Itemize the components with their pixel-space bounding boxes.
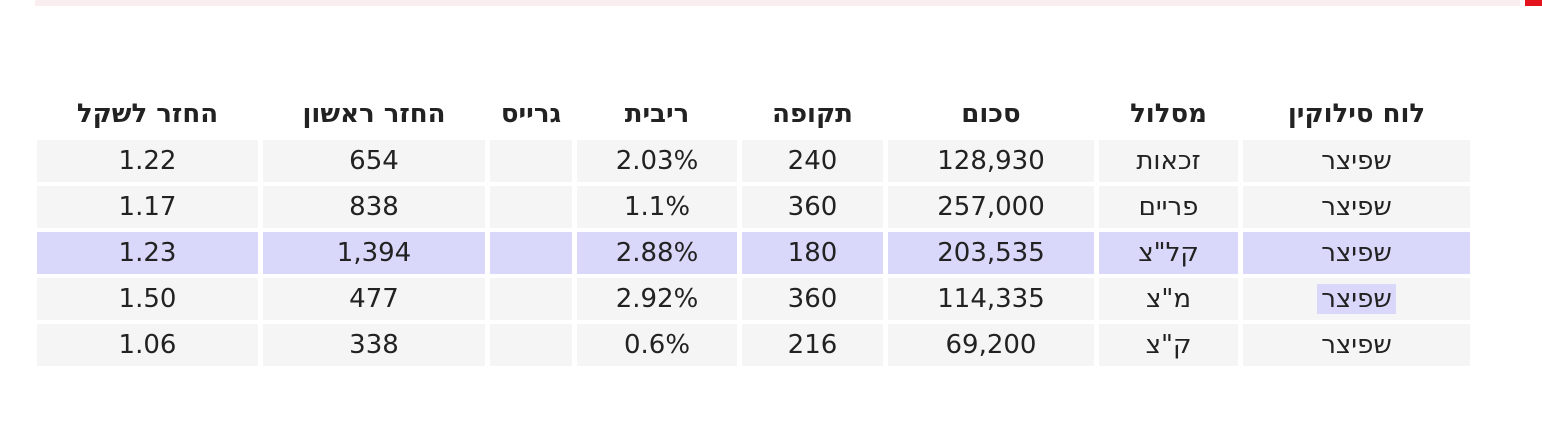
table-cell: 240	[742, 140, 883, 182]
table-row: שפיצר זכאות 128,930 240 2.03% 654 1.22	[37, 140, 1470, 182]
table-row: שפיצר קל"צ 203,535 180 2.88% 1,394 1.23	[37, 232, 1470, 274]
column-header: מסלול	[1130, 99, 1207, 129]
table-cell: שפיצר	[1243, 232, 1470, 274]
table-cell: 1.1%	[577, 186, 737, 228]
table-cell: 838	[263, 186, 485, 228]
table-cell: שפיצר	[1243, 186, 1470, 228]
close-marker	[1525, 0, 1542, 6]
table-cell: 128,930	[888, 140, 1094, 182]
table-cell: 1.22	[37, 140, 258, 182]
table-cell	[490, 324, 572, 366]
selected-text: שפיצר	[1317, 284, 1396, 314]
table-cell	[490, 140, 572, 182]
table-cell: קל"צ	[1099, 232, 1238, 274]
table-cell: 1.17	[37, 186, 258, 228]
table-cell: 203,535	[888, 232, 1094, 274]
column-header: החזר לשקל	[76, 99, 219, 129]
table-cell: 257,000	[888, 186, 1094, 228]
table-cell: 360	[742, 278, 883, 320]
table-cell: 1.50	[37, 278, 258, 320]
table-cell: 1,394	[263, 232, 485, 274]
table-row: שפיצר ק"צ 69,200 216 0.6% 338 1.06	[37, 324, 1470, 366]
table-cell: שפיצר	[1243, 140, 1470, 182]
table-cell	[490, 232, 572, 274]
table-cell: 180	[742, 232, 883, 274]
table-cell: שפיצר	[1243, 278, 1470, 320]
table-cell: 1.06	[37, 324, 258, 366]
table-cell: 338	[263, 324, 485, 366]
table-cell: 360	[742, 186, 883, 228]
amortization-table: לוח סילוקין מסלול סכום תקופה ריבית גרייס החזר …	[32, 88, 1475, 370]
column-header: ריבית	[624, 99, 690, 129]
table-cell: 2.88%	[577, 232, 737, 274]
table-cell: 654	[263, 140, 485, 182]
column-header: גרייס	[500, 99, 562, 129]
table-cell: 2.03%	[577, 140, 737, 182]
column-header: סכום	[961, 99, 1021, 129]
table-cell: זכאות	[1099, 140, 1238, 182]
table-cell: 216	[742, 324, 883, 366]
table-cell: שפיצר	[1243, 324, 1470, 366]
table-cell: 0.6%	[577, 324, 737, 366]
table-cell: 477	[263, 278, 485, 320]
table-cell: 2.92%	[577, 278, 737, 320]
table-cell: ק"צ	[1099, 324, 1238, 366]
table-cell: 114,335	[888, 278, 1094, 320]
table-cell: פריים	[1099, 186, 1238, 228]
table-cell: 1.23	[37, 232, 258, 274]
table-cell: 69,200	[888, 324, 1094, 366]
column-header: תקופה	[772, 99, 853, 129]
table-row: שפיצר מ"צ 114,335 360 2.92% 477 1.50	[37, 278, 1470, 320]
table-cell	[490, 186, 572, 228]
column-header: החזר ראשון	[302, 99, 446, 129]
top-bar	[35, 0, 1520, 6]
table-row: שפיצר פריים 257,000 360 1.1% 838 1.17	[37, 186, 1470, 228]
header-row: לוח סילוקין מסלול סכום תקופה ריבית גרייס החזר …	[37, 92, 1470, 136]
column-header: לוח סילוקין	[1287, 99, 1426, 129]
table-cell: מ"צ	[1099, 278, 1238, 320]
table-cell	[490, 278, 572, 320]
